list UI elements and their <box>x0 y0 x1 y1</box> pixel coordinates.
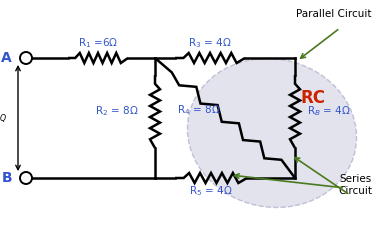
Text: R$_{EQ}$: R$_{EQ}$ <box>0 110 8 126</box>
Text: R$_1$ =6Ω: R$_1$ =6Ω <box>78 36 118 50</box>
Circle shape <box>20 52 32 64</box>
Text: R$_B$ = 4Ω: R$_B$ = 4Ω <box>307 105 351 118</box>
Text: B: B <box>2 171 12 185</box>
Text: R$_5$ = 4Ω: R$_5$ = 4Ω <box>189 184 233 198</box>
Text: R$_3$ = 4Ω: R$_3$ = 4Ω <box>188 36 232 50</box>
Ellipse shape <box>188 59 357 208</box>
Text: A: A <box>1 51 12 65</box>
Text: Parallel Circuit: Parallel Circuit <box>296 9 372 19</box>
Text: Series
Circuit: Series Circuit <box>338 174 372 196</box>
Text: RC: RC <box>300 89 325 107</box>
Circle shape <box>20 172 32 184</box>
Text: R$_2$ = 8Ω: R$_2$ = 8Ω <box>96 105 139 118</box>
Text: R$_4$ = 8Ω: R$_4$ = 8Ω <box>177 103 221 117</box>
